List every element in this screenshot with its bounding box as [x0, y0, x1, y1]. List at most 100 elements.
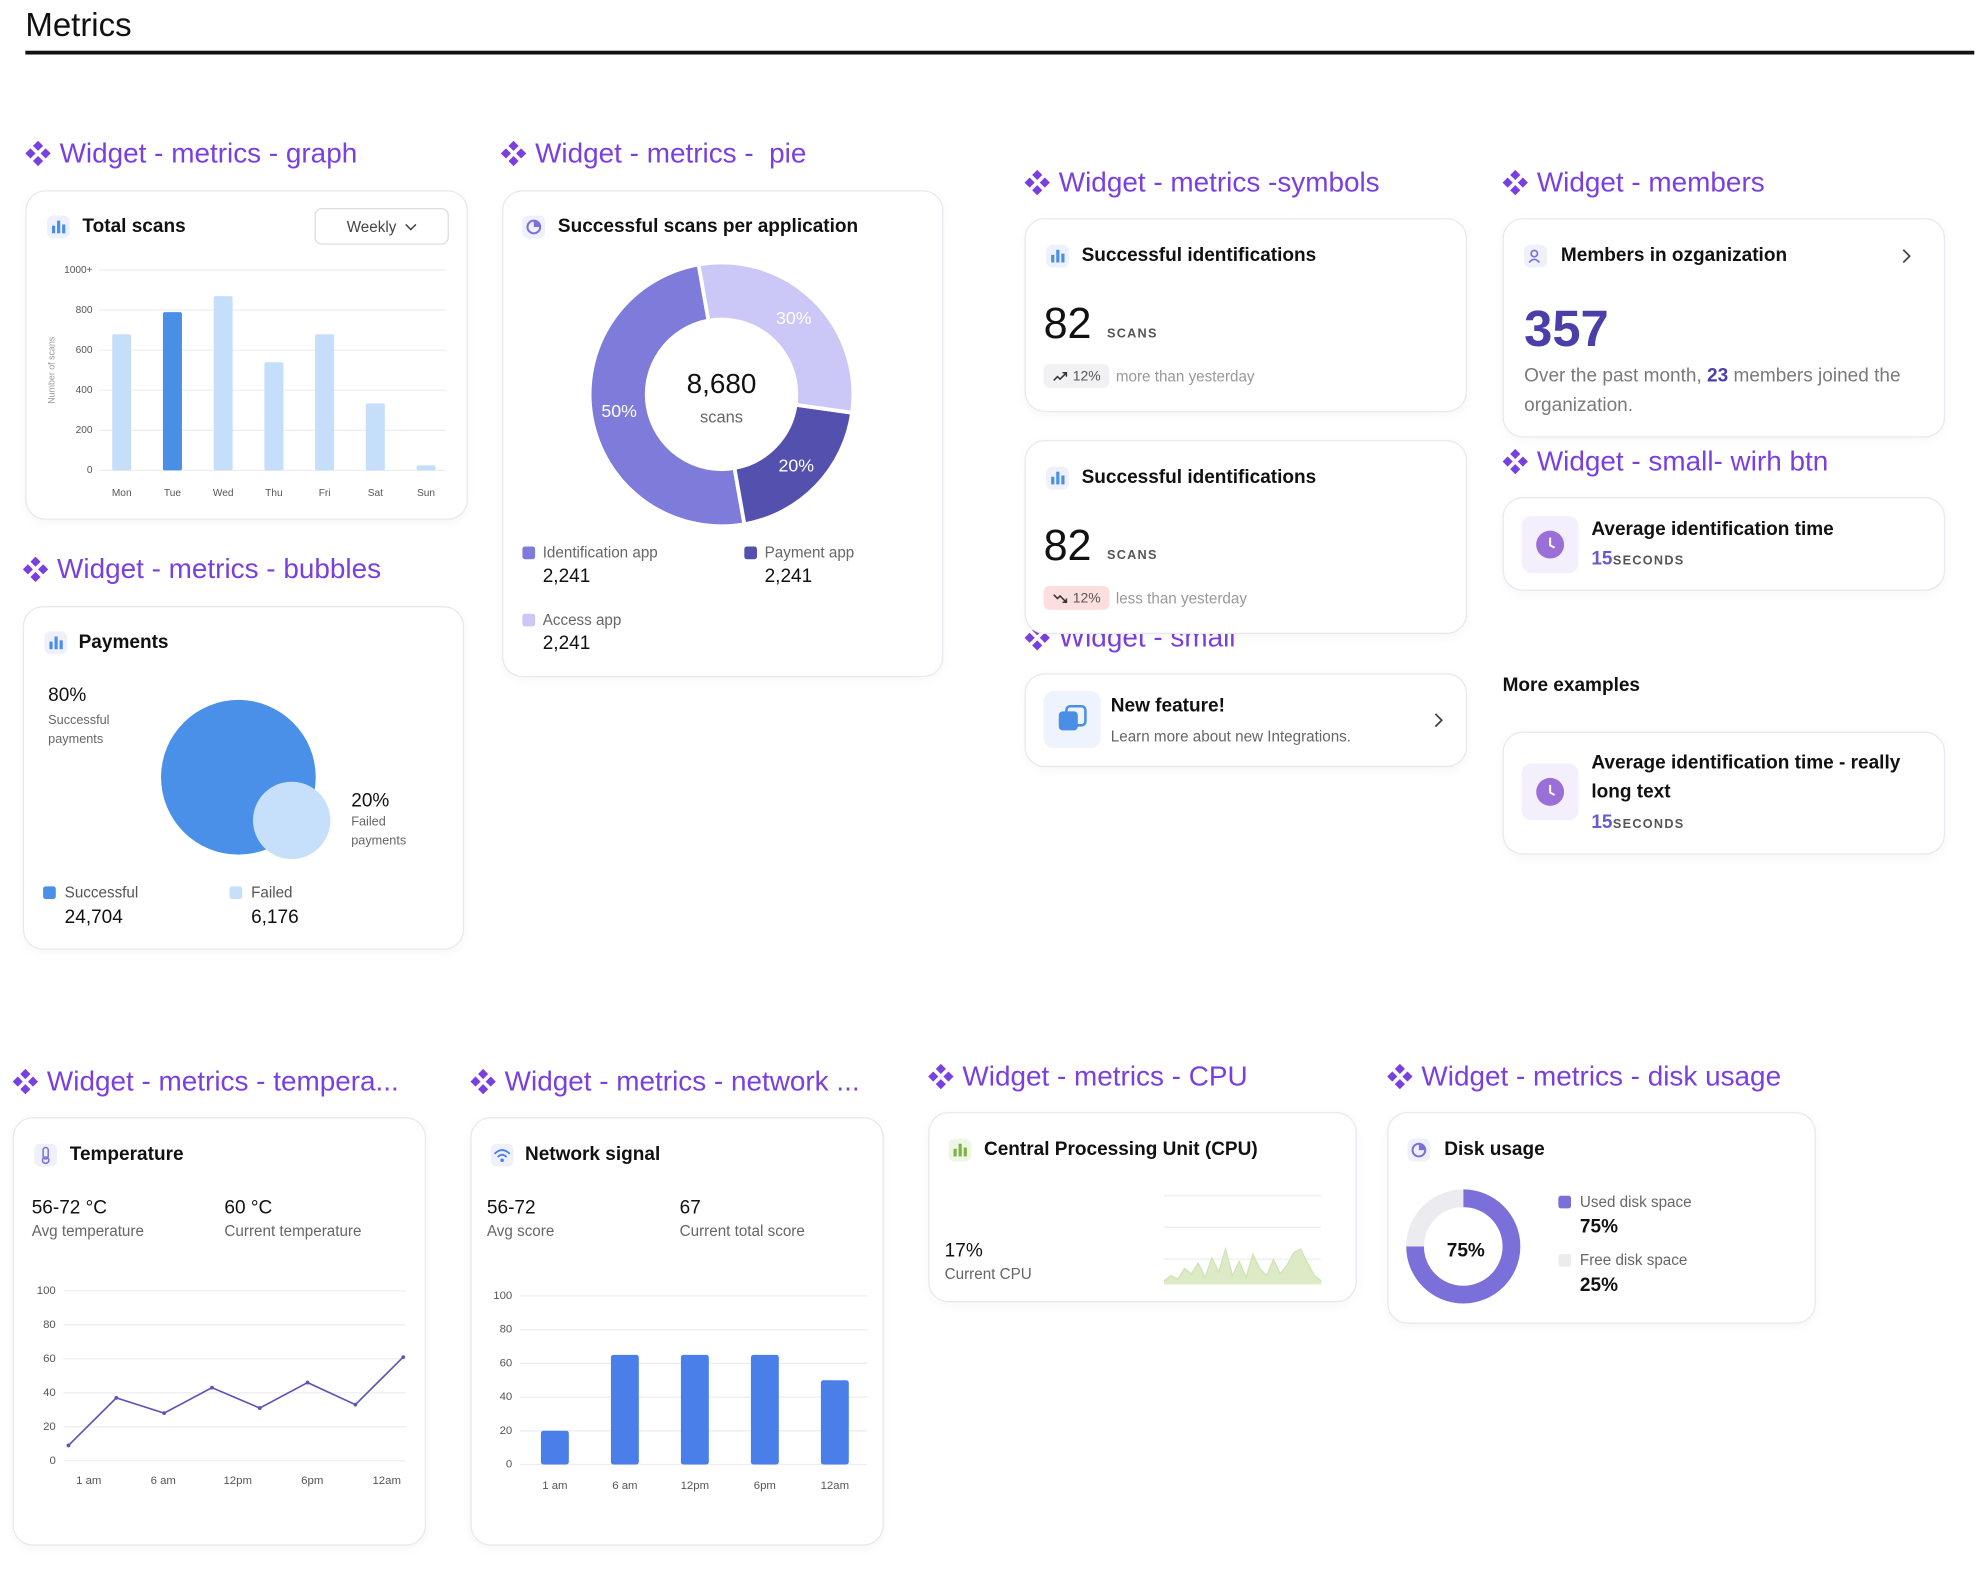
chevron-right[interactable]: [1902, 249, 1912, 264]
y-tick-label: 800: [76, 305, 93, 316]
diamond-icon: [12, 1068, 39, 1095]
line: [67, 1356, 404, 1447]
section-text: Widget - metrics - graph: [59, 136, 358, 169]
title-rule: [25, 50, 1975, 55]
legend-swatch: [522, 613, 536, 627]
card-icon: [490, 1143, 514, 1167]
x-tick-label: 1 am: [542, 1480, 567, 1492]
description-number: 23: [1707, 365, 1729, 387]
x-tick-label: 6pm: [754, 1480, 776, 1492]
trend-down-icon: [1053, 593, 1068, 603]
x-tick-label: Tue: [164, 488, 181, 499]
section-text: Widget - metrics - disk usage: [1421, 1060, 1782, 1092]
card-text: Learn more about new Integrations.: [1110, 727, 1351, 746]
legend-label: Access app: [542, 610, 622, 629]
x-tick-label: Sun: [417, 488, 435, 499]
stat-label: Current CPU: [944, 1265, 1032, 1283]
diamond-icon: [22, 556, 49, 583]
legend-label: Payment app: [764, 543, 855, 562]
legend-count: 2,241: [764, 565, 813, 588]
change-note: more than yesterday: [1115, 367, 1255, 386]
dropdown-text: Weekly: [346, 217, 397, 236]
line-point: [257, 1406, 262, 1410]
section-heading: Widget - metrics - CPU: [928, 1060, 1248, 1093]
card-icon: [1407, 1138, 1431, 1162]
donut-total: 8,680: [686, 367, 757, 400]
x-tick-label: Fri: [319, 488, 331, 499]
card-title: Payments: [78, 631, 169, 654]
x-tick-label: 12pm: [223, 1475, 252, 1487]
section-text: Widget - metrics -symbols: [1058, 166, 1380, 198]
bar: [680, 1354, 709, 1465]
line-point: [66, 1443, 71, 1448]
card-icon: [1524, 244, 1547, 268]
legend-swatch: [1558, 1254, 1572, 1267]
legend-count: 2,241: [542, 565, 591, 588]
legend-label: Successful: [64, 883, 139, 902]
donut-slice: [587, 262, 747, 529]
y-tick-label: 80: [43, 1319, 56, 1331]
description-text: members joined the organization.: [1524, 365, 1906, 416]
bar: [540, 1430, 569, 1465]
page-title: Metrics: [25, 5, 132, 44]
card-icon: [522, 215, 546, 239]
card-icon: [948, 1138, 972, 1162]
card-title: Temperature: [69, 1143, 184, 1166]
metric-unit: SCANS: [1106, 549, 1158, 563]
card-title: Central Processing Unit (CPU): [983, 1138, 1258, 1161]
diamond-icon: [928, 1063, 954, 1090]
metric-value: 82: [1043, 521, 1092, 571]
line-point: [353, 1402, 358, 1407]
y-tick-label: 0: [87, 465, 93, 476]
y-tick-label: 1000+: [64, 265, 93, 276]
legend-swatch: [43, 886, 56, 900]
bubble-value-label: 80%: [48, 684, 87, 707]
card-title: Members in ozganization: [1560, 244, 1788, 267]
bubble-value-label: 20%: [351, 789, 390, 812]
legend-swatch: [522, 546, 536, 560]
x-tick-label: Thu: [265, 488, 282, 499]
card: [470, 1117, 884, 1546]
stat-label: Current temperature: [224, 1222, 362, 1240]
line-point: [401, 1355, 406, 1359]
bar: [112, 334, 132, 471]
metric-value: 357: [1524, 301, 1609, 358]
x-tick-label: 12am: [821, 1480, 850, 1492]
card-icon: [44, 631, 68, 655]
chevron-right[interactable]: [1434, 713, 1444, 728]
card: [1502, 497, 1946, 591]
line-point: [210, 1385, 214, 1390]
y-tick-label: 0: [506, 1459, 512, 1471]
legend-count: 6,176: [251, 906, 299, 929]
subheading: More examples: [1502, 674, 1641, 697]
bar: [213, 296, 233, 471]
metric-value: 82: [1043, 300, 1092, 349]
card-title: Successful identifications: [1081, 244, 1317, 267]
legend-label: Identification app: [542, 543, 658, 562]
metric-unit: SECONDS: [1612, 817, 1685, 832]
card-title: Successful scans per application: [557, 215, 859, 238]
dropdown[interactable]: Weekly: [314, 207, 449, 245]
bar: [416, 465, 436, 471]
bubble: [252, 781, 331, 860]
change-text: 12%: [1072, 368, 1101, 384]
section-heading: Widget - metrics - bubbles: [22, 553, 381, 586]
card-icon: [1046, 244, 1069, 268]
donut-unit: scans: [699, 407, 744, 427]
diamond-icon: [470, 1068, 496, 1095]
section-text: Widget - metrics - tempera...: [46, 1065, 399, 1097]
metric-value: 15: [1591, 547, 1613, 570]
card-icon: [46, 215, 70, 239]
x-tick-label: 6 am: [151, 1475, 176, 1487]
description: Over the past month, 23 members joined t…: [1524, 361, 1904, 419]
bar: [610, 1354, 639, 1465]
y-tick-label: 200: [76, 425, 93, 436]
bar: [162, 312, 182, 471]
bar: [264, 362, 284, 471]
chevron-down: [404, 223, 416, 230]
legend-swatch: [1558, 1195, 1572, 1209]
donut-slice: [1406, 1189, 1464, 1247]
stat-value: 56-72 °C: [31, 1196, 107, 1219]
